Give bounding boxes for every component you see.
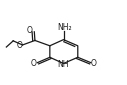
- Text: NH₂: NH₂: [57, 23, 72, 32]
- Text: O: O: [90, 59, 96, 68]
- Text: O: O: [27, 26, 33, 35]
- Text: O: O: [31, 59, 37, 68]
- Text: NH: NH: [58, 60, 69, 69]
- Text: O: O: [17, 41, 23, 50]
